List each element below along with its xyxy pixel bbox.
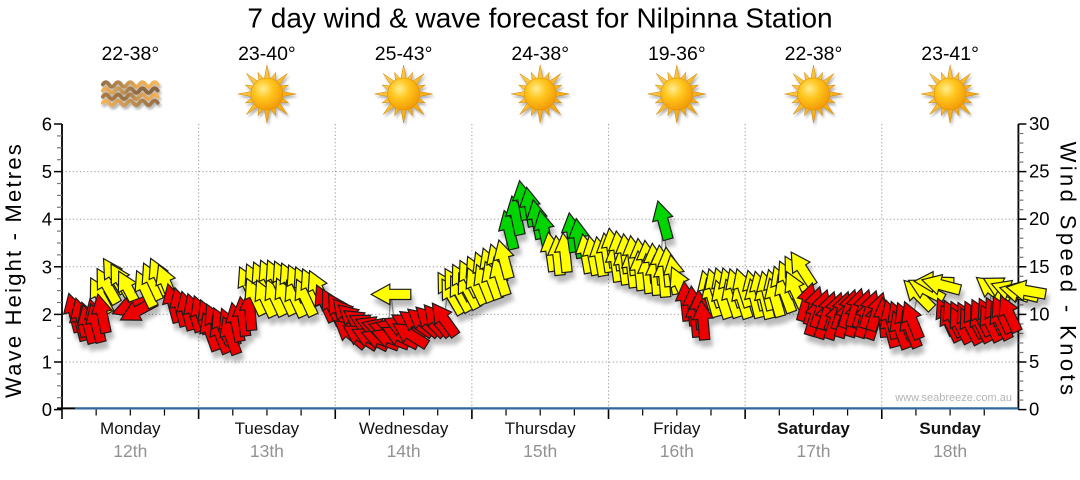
svg-text:2: 2 — [42, 304, 52, 325]
svg-text:Tuesday: Tuesday — [235, 419, 300, 438]
svg-text:Sunday: Sunday — [919, 419, 981, 438]
svg-text:12th: 12th — [113, 441, 147, 461]
svg-text:Wind Speed - Knots: Wind Speed - Knots — [1056, 142, 1080, 399]
svg-text:www.seabreeze.com.au: www.seabreeze.com.au — [894, 392, 1012, 404]
svg-text:14th: 14th — [387, 441, 421, 461]
svg-text:0: 0 — [42, 399, 52, 420]
svg-text:1: 1 — [42, 352, 52, 373]
svg-text:30: 30 — [1029, 113, 1050, 134]
svg-text:Monday: Monday — [100, 419, 161, 438]
svg-text:22-38°: 22-38° — [101, 43, 159, 65]
svg-text:Saturday: Saturday — [777, 419, 850, 438]
svg-text:25: 25 — [1029, 161, 1050, 182]
svg-text:6: 6 — [42, 114, 52, 135]
svg-text:Wave Height - Metres: Wave Height - Metres — [1, 142, 26, 398]
svg-text:7 day wind & wave forecast for: 7 day wind & wave forecast for Nilpinna … — [247, 3, 832, 34]
svg-text:4: 4 — [42, 209, 52, 230]
svg-text:22-38°: 22-38° — [785, 43, 843, 65]
svg-text:Wednesday: Wednesday — [359, 419, 449, 438]
svg-text:Friday: Friday — [653, 419, 701, 438]
svg-text:18th: 18th — [933, 441, 967, 461]
svg-text:13th: 13th — [250, 441, 284, 461]
svg-text:Thursday: Thursday — [505, 419, 576, 438]
svg-text:17th: 17th — [796, 441, 830, 461]
svg-text:3: 3 — [42, 256, 52, 277]
svg-text:25-43°: 25-43° — [375, 43, 433, 65]
svg-text:24-38°: 24-38° — [511, 43, 569, 65]
svg-text:10: 10 — [1029, 303, 1050, 324]
svg-text:20: 20 — [1029, 208, 1050, 229]
svg-text:23-41°: 23-41° — [921, 43, 979, 65]
svg-text:19-36°: 19-36° — [648, 43, 706, 65]
svg-text:5: 5 — [42, 161, 52, 182]
svg-text:16th: 16th — [660, 441, 694, 461]
svg-text:15: 15 — [1029, 256, 1050, 277]
svg-text:15th: 15th — [523, 441, 557, 461]
svg-text:23-40°: 23-40° — [238, 43, 296, 65]
svg-text:0: 0 — [1029, 399, 1039, 420]
svg-text:5: 5 — [1029, 351, 1039, 372]
